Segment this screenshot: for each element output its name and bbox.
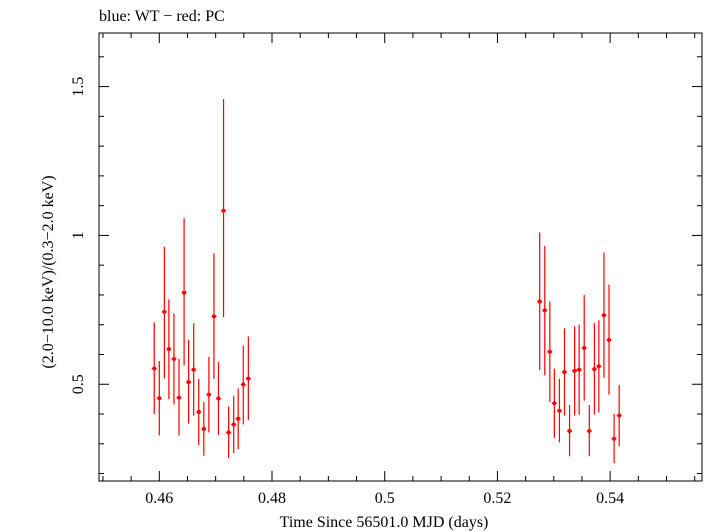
point-marker <box>612 436 617 441</box>
chart-title: blue: WT − red: PC <box>99 8 225 25</box>
y-axis-ticks: 0.5 1 1.5 <box>70 56 702 475</box>
data-point <box>586 405 592 457</box>
y-tick-label: 0.5 <box>70 374 87 394</box>
point-marker <box>236 416 241 421</box>
point-marker <box>216 396 221 401</box>
point-marker <box>537 299 542 304</box>
point-marker <box>191 367 196 372</box>
point-marker <box>246 376 251 381</box>
point-marker <box>596 364 601 369</box>
data-point <box>196 378 202 446</box>
point-marker <box>196 409 201 414</box>
data-point <box>581 294 587 401</box>
data-point <box>231 396 237 454</box>
point-marker <box>572 368 577 373</box>
data-point <box>151 322 157 415</box>
point-marker <box>177 395 182 400</box>
data-point <box>191 323 197 416</box>
data-point <box>221 99 227 318</box>
data-point <box>176 358 182 436</box>
data-point <box>547 301 553 403</box>
data-point <box>215 361 221 435</box>
point-marker <box>562 370 567 375</box>
y-axis-label: (2.0−10.0 keV)/(0.3−2.0 keV) <box>40 175 57 368</box>
x-axis-label: Time Since 56501.0 MJD (days) <box>280 514 489 531</box>
data-point <box>206 356 212 433</box>
data-point <box>537 232 543 370</box>
x-tick-label: 0.46 <box>145 490 173 507</box>
point-marker <box>617 413 622 418</box>
x-tick-label: 0.48 <box>258 490 286 507</box>
x-axis-ticks: 0.46 0.48 0.5 0.52 0.54 <box>102 33 696 507</box>
y-tick-label: 1 <box>70 231 87 239</box>
point-marker <box>552 401 557 406</box>
point-marker <box>601 313 606 318</box>
data-point <box>240 345 246 425</box>
point-marker <box>186 380 191 385</box>
x-tick-label: 0.52 <box>483 490 511 507</box>
data-point <box>226 406 232 459</box>
point-marker <box>582 345 587 350</box>
point-marker <box>567 428 572 433</box>
x-tick-label: 0.54 <box>596 490 624 507</box>
point-marker <box>607 337 612 342</box>
data-point <box>211 253 217 379</box>
data-point <box>235 388 241 450</box>
data-point <box>542 245 548 376</box>
data-point <box>186 339 192 424</box>
data-point <box>161 246 167 379</box>
point-marker <box>226 430 231 435</box>
x-tick-label: 0.5 <box>375 490 395 507</box>
point-marker <box>592 367 597 372</box>
data-point <box>245 336 251 420</box>
data-point <box>576 324 582 415</box>
data-point <box>567 405 573 457</box>
point-marker <box>206 392 211 397</box>
data-point <box>606 284 612 395</box>
data-point <box>181 218 187 366</box>
data-point <box>572 326 578 416</box>
data-point <box>561 328 567 416</box>
plot-frame <box>98 32 703 482</box>
data-point <box>616 384 622 447</box>
data-points <box>151 99 622 464</box>
data-point <box>166 299 172 400</box>
point-marker <box>542 308 547 313</box>
data-point <box>601 252 607 378</box>
point-marker <box>221 208 226 213</box>
point-marker <box>152 366 157 371</box>
point-marker <box>182 290 187 295</box>
point-marker <box>211 314 216 319</box>
point-marker <box>547 349 552 354</box>
data-point <box>156 361 162 436</box>
point-marker <box>201 426 206 431</box>
point-marker <box>587 428 592 433</box>
point-marker <box>557 408 562 413</box>
data-point <box>171 313 177 405</box>
point-marker <box>577 367 582 372</box>
point-marker <box>171 356 176 361</box>
point-marker <box>231 422 236 427</box>
point-marker <box>162 309 167 314</box>
data-point <box>556 378 562 443</box>
data-point <box>591 323 597 415</box>
data-point <box>551 368 557 438</box>
point-marker <box>166 347 171 352</box>
point-marker <box>241 382 246 387</box>
data-point <box>596 320 602 413</box>
y-tick-label: 1.5 <box>70 77 87 97</box>
data-point <box>201 402 207 456</box>
point-marker <box>157 396 162 401</box>
data-point <box>611 414 617 464</box>
